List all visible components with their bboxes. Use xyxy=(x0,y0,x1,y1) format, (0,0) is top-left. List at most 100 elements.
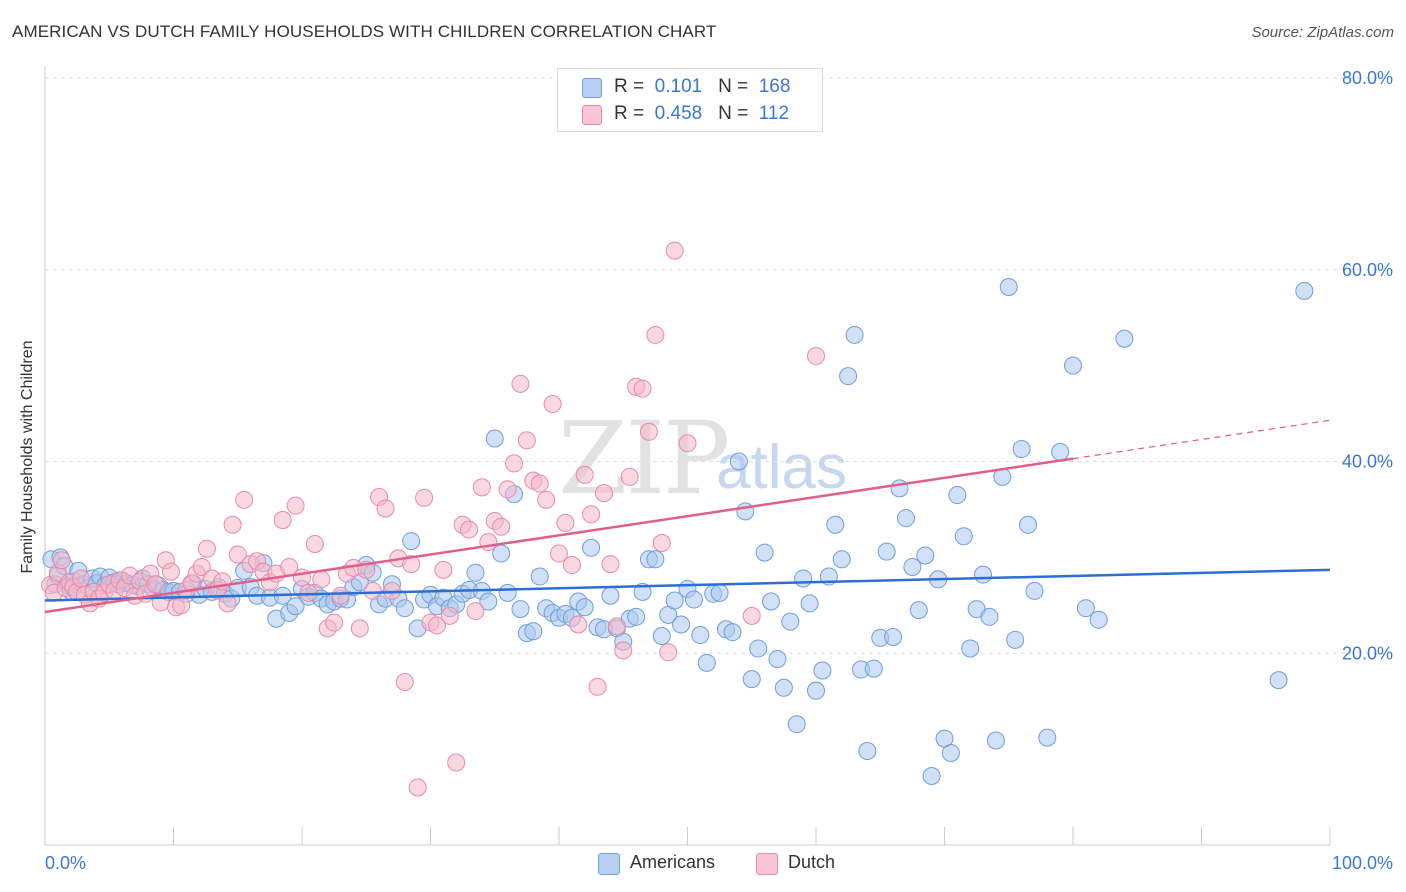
americans-point xyxy=(813,661,832,680)
americans-point xyxy=(941,743,960,762)
americans-point xyxy=(466,563,485,582)
dutch-point xyxy=(440,606,459,625)
americans-point xyxy=(845,325,864,344)
dutch-point xyxy=(331,586,350,605)
americans-point xyxy=(575,598,594,617)
americans-legend-icon xyxy=(598,853,620,875)
americans-point xyxy=(762,592,781,611)
dutch-point xyxy=(633,379,652,398)
dutch-point xyxy=(517,431,536,450)
watermark-zip: ZIP xyxy=(558,400,730,517)
americans-point xyxy=(974,565,993,584)
americans-point xyxy=(839,367,858,386)
americans-point xyxy=(511,600,530,619)
dutch-point xyxy=(447,753,466,772)
americans-point xyxy=(665,591,684,610)
americans-point xyxy=(1295,281,1314,300)
dutch-point xyxy=(434,560,453,579)
dutch-trend-line xyxy=(44,457,1074,614)
dutch-point xyxy=(614,641,633,660)
americans-point xyxy=(877,542,896,561)
dutch-point xyxy=(620,467,639,486)
americans-point xyxy=(1089,610,1108,629)
source-note: Source: ZipAtlas.com xyxy=(1251,24,1394,41)
americans-point xyxy=(1051,442,1070,461)
dutch-point xyxy=(511,374,530,393)
dutch-point xyxy=(197,539,216,558)
dutch-point xyxy=(498,480,517,499)
americans-swatch-icon xyxy=(582,78,602,98)
americans-point xyxy=(1012,440,1031,459)
americans-point xyxy=(1025,581,1044,600)
dutch-point xyxy=(363,581,382,600)
dutch-point xyxy=(235,490,254,509)
americans-point xyxy=(286,597,305,616)
dutch-point xyxy=(395,673,414,692)
dutch-point xyxy=(505,454,524,473)
americans-point xyxy=(1064,356,1082,375)
americans-point xyxy=(832,550,851,569)
dutch-point xyxy=(312,570,331,589)
americans-point xyxy=(922,766,941,785)
dutch-point xyxy=(582,505,601,524)
americans-point xyxy=(858,742,877,761)
dutch-point xyxy=(466,602,485,621)
dutch-legend-icon xyxy=(756,853,778,875)
americans-point xyxy=(1115,329,1134,348)
dutch-point xyxy=(659,643,678,662)
dutch-point xyxy=(325,613,344,632)
americans-point xyxy=(999,278,1018,297)
americans-point xyxy=(601,586,620,605)
dutch-point xyxy=(408,778,427,797)
americans-point xyxy=(755,543,774,562)
dutch-point xyxy=(562,556,581,575)
dutch-point xyxy=(678,434,697,453)
americans-point xyxy=(864,659,883,678)
dutch-point xyxy=(415,488,434,507)
dutch-swatch-icon xyxy=(582,105,602,125)
y-tick-label: 20.0% xyxy=(1342,643,1393,663)
x-tick-label: 0.0% xyxy=(45,853,86,873)
dutch-point xyxy=(192,557,211,576)
americans-point xyxy=(729,452,748,471)
legend-n-value: 112 xyxy=(758,103,790,124)
americans-point xyxy=(1006,630,1025,649)
americans-point xyxy=(903,557,922,576)
dutch-point xyxy=(569,615,588,634)
dutch-point xyxy=(665,241,684,260)
chart-title: AMERICAN VS DUTCH FAMILY HOUSEHOLDS WITH… xyxy=(12,22,717,41)
americans-point xyxy=(807,681,825,700)
dutch-point xyxy=(427,616,446,635)
dutch-point xyxy=(52,551,71,570)
dutch-point xyxy=(492,517,511,536)
dutch-point xyxy=(588,677,607,696)
americans-point xyxy=(485,429,504,448)
americans-point xyxy=(948,486,967,505)
americans-point xyxy=(524,622,543,641)
americans-point xyxy=(479,592,498,611)
y-tick-label: 40.0% xyxy=(1342,452,1393,472)
legend-r-value: 0.101 xyxy=(654,76,703,97)
americans-point xyxy=(723,623,742,642)
legend: R = 0.101 N = 168 R = 0.458 N = 112 xyxy=(557,68,823,132)
dutch-point xyxy=(460,520,479,539)
americans-point xyxy=(652,626,671,645)
dutch-point xyxy=(646,325,665,344)
americans-point xyxy=(402,532,421,551)
americans-point xyxy=(697,653,716,672)
americans-point xyxy=(646,550,665,569)
legend-r-value: 0.458 xyxy=(654,103,703,124)
dutch-point xyxy=(146,575,165,594)
dutch-point xyxy=(286,496,305,515)
americans-point xyxy=(684,590,703,609)
dutch-point xyxy=(223,515,242,534)
dutch-point xyxy=(543,394,562,413)
dutch-point xyxy=(472,478,491,497)
americans-point xyxy=(582,538,601,557)
americans-point xyxy=(1038,728,1057,747)
americans-legend-label: Americans xyxy=(630,852,716,872)
dutch-legend-label: Dutch xyxy=(788,852,836,872)
dutch-point xyxy=(350,619,369,638)
dutch-point xyxy=(376,499,395,518)
